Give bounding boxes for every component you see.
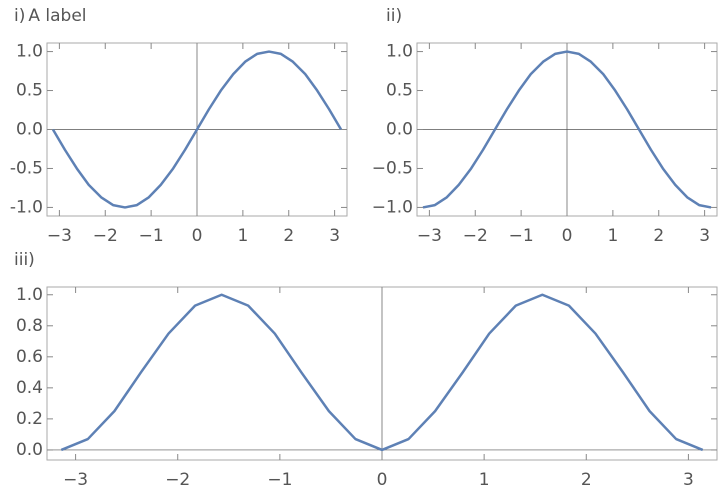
- y-tick-label: 0.5: [16, 81, 43, 101]
- y-tick-label: 0.0: [16, 120, 43, 140]
- panel-title: A label: [28, 6, 86, 26]
- x-tick-label: −1: [139, 226, 164, 246]
- x-tick-label: −3: [63, 470, 88, 488]
- y-tick-label: -0.5: [10, 158, 43, 178]
- y-tick-label: −1.0: [372, 197, 413, 217]
- x-tick-label: −3: [417, 226, 442, 246]
- y-tick-label: 0.2: [16, 409, 43, 429]
- x-tick-label: 0: [377, 470, 388, 488]
- panel-label: i): [14, 6, 25, 26]
- x-tick-label: 2: [581, 470, 592, 488]
- x-tick-label: 0: [562, 226, 573, 246]
- x-tick-label: 2: [653, 226, 664, 246]
- curve: [60, 293, 704, 452]
- x-tick-label: −2: [165, 470, 190, 488]
- y-tick-label: 0.4: [16, 378, 43, 398]
- y-tick-label: 1.0: [16, 42, 43, 62]
- y-tick-label: 0.6: [16, 347, 43, 367]
- curve: [422, 50, 712, 209]
- x-tick-label: 1: [479, 470, 490, 488]
- panel-label: ii): [386, 6, 402, 26]
- y-tick-label: 1.0: [16, 285, 43, 305]
- x-tick-label: −1: [267, 470, 292, 488]
- x-tick-label: 0: [192, 226, 203, 246]
- x-tick-label: 1: [607, 226, 618, 246]
- x-tick-label: 2: [283, 226, 294, 246]
- x-tick-label: −1: [509, 226, 534, 246]
- y-tick-label: −0.5: [372, 158, 413, 178]
- x-tick-label: −3: [47, 226, 72, 246]
- y-tick-label: 0.0: [16, 440, 43, 460]
- x-tick-label: 3: [683, 470, 694, 488]
- y-tick-label: 1.0: [386, 42, 413, 62]
- x-tick-label: −2: [463, 226, 488, 246]
- panel-label: iii): [14, 250, 35, 270]
- x-tick-label: −2: [93, 226, 118, 246]
- x-tick-label: 1: [237, 226, 248, 246]
- y-tick-label: 0.0: [386, 120, 413, 140]
- y-tick-label: -1.0: [10, 197, 43, 217]
- x-tick-label: 3: [329, 226, 340, 246]
- x-tick-label: 3: [699, 226, 710, 246]
- y-tick-label: 0.8: [16, 316, 43, 336]
- curve: [51, 50, 343, 209]
- y-tick-label: 0.5: [386, 81, 413, 101]
